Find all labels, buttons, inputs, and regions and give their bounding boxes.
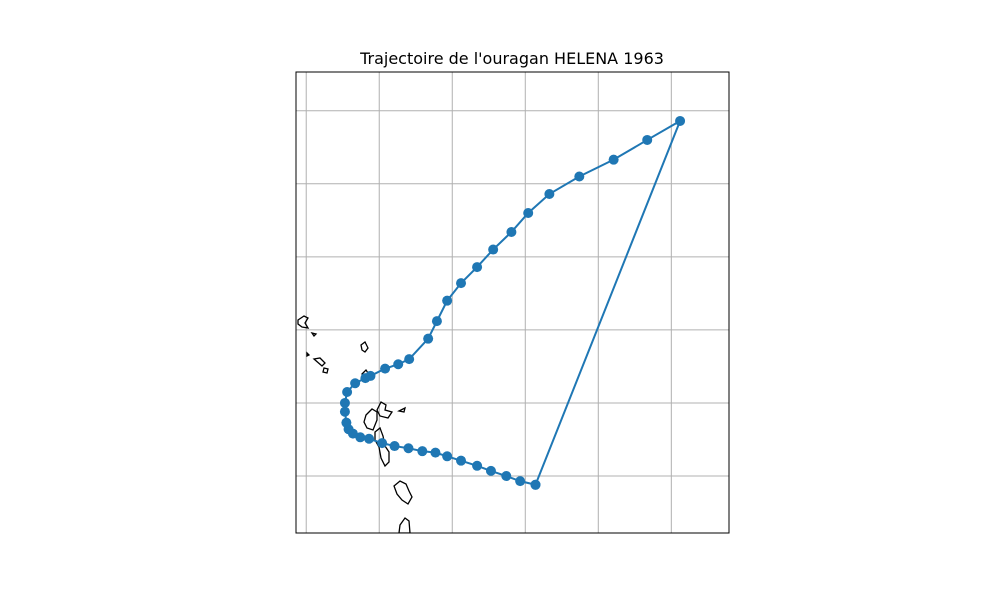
track-point <box>350 378 361 389</box>
track-point <box>456 278 467 289</box>
track-point <box>377 438 388 449</box>
track-point <box>442 295 453 306</box>
chart-title: Trajectoire de l'ouragan HELENA 1963 <box>359 49 664 68</box>
track-point <box>342 386 353 397</box>
island <box>397 406 406 413</box>
island <box>310 331 318 338</box>
axes-frame <box>295 71 730 534</box>
track-point <box>472 262 483 273</box>
track-point <box>339 397 350 408</box>
track-point <box>417 446 428 457</box>
island <box>297 315 310 329</box>
track-point <box>456 455 467 466</box>
track-point <box>472 460 483 471</box>
track-point <box>389 441 400 452</box>
island <box>306 351 311 358</box>
track-point <box>506 226 517 237</box>
track-point <box>404 354 415 365</box>
track-point <box>423 333 434 344</box>
track <box>339 115 686 490</box>
island <box>393 480 413 505</box>
track-point <box>365 370 376 381</box>
track-point <box>393 359 404 370</box>
track-point <box>364 433 375 444</box>
track-point <box>642 134 653 145</box>
track-point <box>608 154 619 165</box>
track-point <box>488 244 499 255</box>
track-point <box>341 417 352 428</box>
track-point <box>431 316 442 327</box>
track-point <box>523 208 534 219</box>
track-point <box>544 189 555 200</box>
track-point <box>574 171 585 182</box>
track-point <box>339 406 350 417</box>
track-point <box>430 447 441 458</box>
island <box>363 408 378 431</box>
track-point <box>485 465 496 476</box>
island <box>376 401 394 419</box>
track-point <box>442 451 453 462</box>
grid <box>296 72 729 533</box>
track-point <box>403 443 414 454</box>
coastlines <box>297 315 413 533</box>
track-line <box>343 118 683 486</box>
track-point <box>501 471 512 482</box>
track-point <box>530 479 541 490</box>
track-point <box>675 115 686 126</box>
island <box>398 517 411 533</box>
island <box>312 357 329 374</box>
island <box>360 341 369 353</box>
track-point <box>380 363 391 374</box>
track-point <box>515 476 526 487</box>
